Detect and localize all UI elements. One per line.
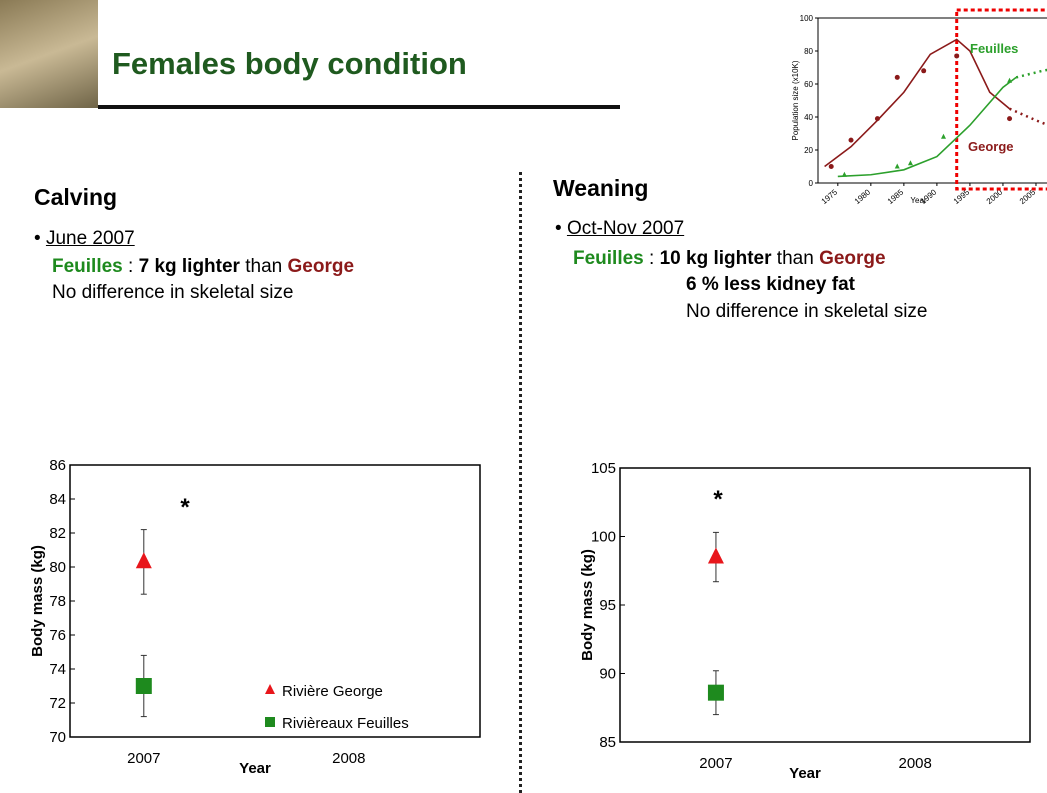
annotation: * xyxy=(713,486,723,513)
annotation: Feuilles xyxy=(970,41,1018,56)
x-tick-label: 2007 xyxy=(699,755,732,772)
y-tick-label: 40 xyxy=(804,113,813,122)
title-rule xyxy=(98,105,620,109)
point xyxy=(921,68,927,74)
y-tick-label: 74 xyxy=(49,661,66,678)
x-tick-label: 1975 xyxy=(820,187,840,205)
text-line: No difference in skeletal size xyxy=(52,282,294,302)
y-tick-label: 95 xyxy=(599,597,616,614)
highlight-box xyxy=(955,8,1047,191)
y-tick-label: 60 xyxy=(804,80,813,89)
point xyxy=(894,163,900,169)
text-line: Feuilles : 7 kg lighter than George xyxy=(52,256,354,278)
y-tick-label: 80 xyxy=(49,559,66,576)
y-tick-label: 82 xyxy=(49,525,66,542)
text-line: Feuilles : 10 kg lighter than George xyxy=(573,248,886,270)
text: George xyxy=(819,248,886,269)
y-tick-label: 20 xyxy=(804,146,813,155)
point xyxy=(265,717,275,727)
date: June 2007 xyxy=(45,228,135,249)
point xyxy=(941,133,946,139)
point xyxy=(894,74,900,80)
line xyxy=(837,76,1017,178)
y-tick-label: 80 xyxy=(804,47,813,56)
bullet: • Oct-Nov 2007 xyxy=(555,218,685,239)
y-tick-label: 90 xyxy=(599,666,616,683)
legend-label: Rivièreaux Feuilles xyxy=(282,715,409,732)
heading: Calving xyxy=(34,184,118,210)
line xyxy=(824,38,1011,168)
line xyxy=(1009,107,1047,127)
y-tick-label: 70 xyxy=(49,729,66,746)
heading: Weaning xyxy=(553,175,649,201)
annotation: George xyxy=(968,139,1014,154)
y-tick-label: 100 xyxy=(591,529,616,546)
text: Feuilles xyxy=(573,248,644,269)
text: 10 kg lighter xyxy=(659,248,772,269)
text: : xyxy=(128,256,134,277)
point xyxy=(265,684,275,694)
point xyxy=(135,678,152,694)
y-tick-label: 85 xyxy=(599,734,616,751)
calving-chart: 70 72 74 76 78 80 82 84 86 2007 2008 Year Body mass … xyxy=(30,457,481,777)
point xyxy=(707,684,724,701)
text: than xyxy=(776,248,814,269)
point xyxy=(135,552,152,569)
text: 7 kg lighter xyxy=(138,256,240,277)
y-tick-label: 84 xyxy=(49,491,66,508)
text: than xyxy=(245,256,283,277)
text: Feuilles xyxy=(52,256,123,277)
bullet: • June 2007 xyxy=(34,228,135,249)
y-tick-label: 100 xyxy=(800,14,814,23)
y-axis-label: Body mass (kg) xyxy=(579,549,596,661)
y-tick-label: 0 xyxy=(809,179,814,188)
text: : xyxy=(649,248,655,269)
point xyxy=(954,53,960,59)
x-tick-label: 1995 xyxy=(952,187,972,205)
y-axis-label: Population size (x10K) xyxy=(791,60,800,140)
y-axis-label: Body mass (kg) xyxy=(30,545,46,657)
divider xyxy=(519,172,522,793)
line xyxy=(1015,68,1047,79)
y-tick-label: 105 xyxy=(591,460,616,477)
x-tick-label: 1985 xyxy=(886,187,906,205)
x-tick-label: 2008 xyxy=(332,750,365,767)
text-line: 6 % less kidney fat xyxy=(686,274,855,295)
plot-frame xyxy=(69,464,481,738)
plot-frame xyxy=(619,467,1031,743)
point xyxy=(707,547,724,564)
x-tick-label: 1980 xyxy=(853,187,873,205)
x-tick-label: 2000 xyxy=(985,187,1005,205)
legend-label: Rivière George xyxy=(282,683,383,700)
slide-title: Females body condition xyxy=(112,46,467,81)
x-tick-label: 2007 xyxy=(127,750,160,767)
annotation: * xyxy=(180,494,190,521)
y-tick-label: 86 xyxy=(49,457,66,474)
text-line: No difference in skeletal size xyxy=(686,301,928,322)
x-axis-label: Year xyxy=(789,765,821,782)
y-tick-label: 76 xyxy=(49,627,66,644)
y-tick-label: 78 xyxy=(49,593,66,610)
y-tick-label: 72 xyxy=(49,695,66,712)
date: Oct-Nov 2007 xyxy=(566,218,685,239)
text: George xyxy=(287,256,355,277)
weaning-chart: 85 90 95 100 105 2007 2008 Year Body mass (kg) * xyxy=(579,460,1031,782)
x-axis-label: Year xyxy=(910,196,927,205)
x-axis-label: Year xyxy=(239,760,271,777)
x-tick-label: 2008 xyxy=(899,755,932,772)
point xyxy=(828,164,834,169)
point xyxy=(848,137,854,143)
caribou-photo xyxy=(0,0,98,108)
point xyxy=(1007,116,1013,122)
point xyxy=(907,160,913,166)
